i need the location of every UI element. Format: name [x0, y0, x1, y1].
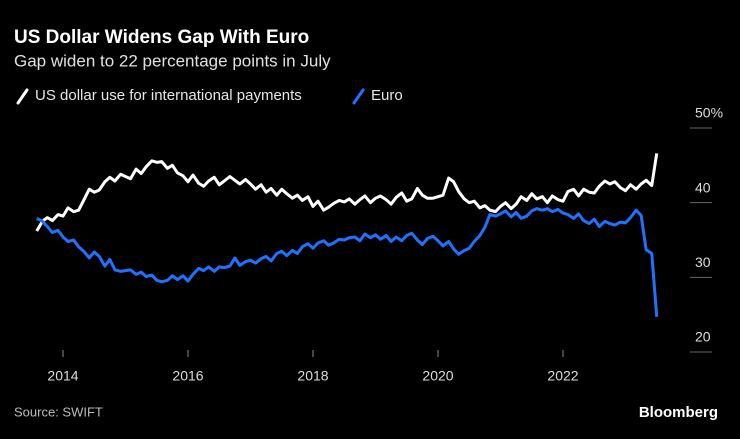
y-tick-label: 20	[695, 329, 711, 345]
x-tick-label: 2020	[422, 368, 453, 384]
chart-subtitle: Gap widen to 22 percentage points in Jul…	[14, 51, 331, 70]
legend-swatch	[352, 88, 365, 105]
y-tick-label: 30	[695, 254, 711, 270]
x-tick-label: 2018	[297, 368, 328, 384]
y-tick-label: 40	[695, 179, 711, 195]
y-tick-label: 50%	[695, 105, 723, 121]
source: Source: SWIFT	[14, 404, 103, 419]
legend-swatch	[16, 88, 29, 105]
chart-title: US Dollar Widens Gap With Euro	[14, 27, 309, 48]
series-line	[36, 207, 659, 318]
x-tick-label: 2022	[547, 368, 578, 384]
series-line	[35, 153, 659, 232]
x-tick-label: 2016	[172, 368, 203, 384]
x-tick-label: 2014	[47, 368, 78, 384]
legend-label: Euro	[371, 87, 403, 104]
brand: Bloomberg	[639, 404, 718, 421]
legend-label: US dollar use for international payments	[35, 87, 302, 104]
